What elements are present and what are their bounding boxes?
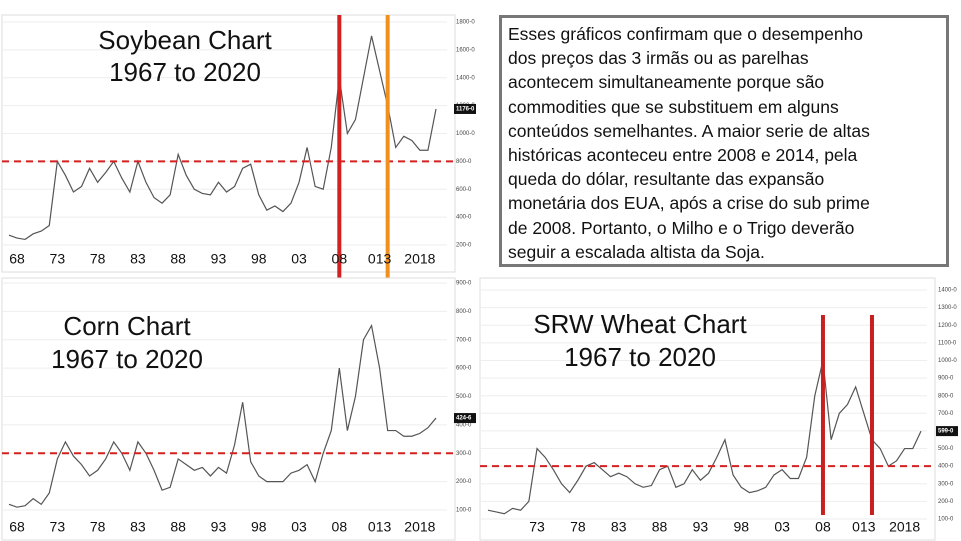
x-tick-label: 93 [211, 251, 227, 267]
x-tick-label: 03 [291, 519, 307, 535]
y-tick-label: 1600-0 [456, 47, 475, 53]
x-tick-label: 78 [90, 251, 106, 267]
text-line: conteúdos semelhantes. A maior serie de … [508, 120, 870, 141]
x-tick-label: 88 [652, 519, 668, 535]
x-tick-label: 73 [50, 519, 66, 535]
x-tick-label: 83 [130, 251, 146, 267]
x-tick-label: 2018 [404, 251, 435, 267]
y-tick-label: 700-0 [938, 411, 954, 417]
y-tick-label: 200-0 [456, 243, 472, 249]
y-tick-label: 1000-0 [456, 131, 475, 137]
chart-subtitle: 1967 to 2020 [109, 57, 261, 87]
x-tick-label: 03 [774, 519, 790, 535]
text-box: Esses gráficos confirmam que o desempenh… [499, 15, 949, 267]
chart-subtitle: 1967 to 2020 [564, 342, 716, 372]
panel [1, 14, 456, 273]
text-line: commodities que se substituem em alguns [508, 96, 839, 117]
x-tick-label: 68 [9, 519, 25, 535]
x-tick-label: 98 [251, 251, 267, 267]
chart-title: SRW Wheat Chart [533, 309, 747, 339]
y-tick-label: 100-0 [456, 508, 472, 514]
x-tick-label: 73 [529, 519, 545, 535]
y-tick-label: 200-0 [456, 479, 472, 485]
y-tick-label: 800-0 [456, 309, 472, 315]
text-line: dos preços das 3 irmãs ou as parelhas [508, 48, 809, 69]
y-tick-label: 1100-0 [938, 340, 957, 346]
y-tick-label: 1000-0 [938, 358, 957, 364]
x-tick-label: 03 [291, 251, 307, 267]
current-value-tag [936, 426, 958, 437]
x-tick-label: 013 [368, 519, 392, 535]
x-tick-label: 78 [90, 519, 106, 535]
y-tick-label: 1300-0 [938, 305, 957, 311]
x-tick-label: 08 [332, 519, 348, 535]
y-tick-label: 400-0 [456, 215, 472, 221]
x-tick-label: 08 [815, 519, 831, 535]
x-tick-label: 88 [170, 519, 186, 535]
x-tick-label: 013 [368, 251, 392, 267]
y-tick-label: 900-0 [938, 376, 954, 382]
y-tick-label: 1400-0 [938, 288, 957, 294]
price-line [487, 360, 922, 515]
x-tick-label: 73 [50, 251, 66, 267]
text-line: queda do dólar, resultante das expansão [508, 169, 825, 190]
x-tick-label: 83 [611, 519, 627, 535]
current-value-label: 424-6 [456, 416, 472, 422]
y-tick-label: 700-0 [456, 337, 472, 343]
panel [1, 277, 456, 541]
current-value-tag [454, 413, 476, 424]
y-tick-label: 1800-0 [456, 20, 475, 26]
text-line: acontecem simultaneamente porque são [508, 72, 825, 93]
x-tick-label: 98 [251, 519, 267, 535]
x-tick-label: 98 [733, 519, 749, 535]
chart-title: Corn Chart [63, 311, 191, 341]
text-line: Esses gráficos confirmam que o desempenh… [508, 24, 864, 44]
y-tick-label: 800-0 [456, 159, 472, 165]
y-tick-label: 400-0 [938, 464, 954, 470]
y-tick-label: 600-0 [456, 366, 472, 372]
price-line [8, 323, 437, 508]
y-tick-label: 300-0 [456, 451, 472, 457]
y-tick-label: 900-0 [456, 281, 472, 287]
x-tick-label: 93 [693, 519, 709, 535]
y-tick-label: 500-0 [456, 394, 472, 400]
chart-subtitle: 1967 to 2020 [51, 344, 203, 374]
x-tick-label: 2018 [889, 519, 920, 535]
chart-title: Soybean Chart [98, 25, 272, 55]
x-tick-label: 78 [570, 519, 586, 535]
x-tick-label: 68 [9, 251, 25, 267]
current-value-label: 1176-0 [456, 107, 475, 113]
y-tick-label: 800-0 [938, 393, 954, 399]
text-line: monetária dos EUA, após a crise do sub p… [508, 193, 870, 214]
x-tick-label: 013 [852, 519, 876, 535]
x-tick-label: 2018 [404, 519, 435, 535]
y-tick-label: 300-0 [938, 481, 954, 487]
y-tick-label: 1200-0 [938, 323, 957, 329]
y-tick-label: 500-0 [938, 446, 954, 452]
text-line: históricas aconteceu entre 2008 e 2014, … [508, 145, 858, 166]
y-tick-label: 1400-0 [456, 75, 475, 81]
current-value-tag [454, 103, 476, 114]
panel [479, 277, 936, 541]
x-tick-label: 93 [211, 519, 227, 535]
price-line [8, 35, 437, 241]
text-line: seguir a escalada altista da Soja. [508, 241, 765, 262]
text-line: de 2008. Portanto, o Milho e o Trigo dev… [508, 217, 855, 238]
current-value-label: 599-0 [938, 429, 954, 435]
x-tick-label: 88 [170, 251, 186, 267]
y-tick-label: 600-0 [456, 187, 472, 193]
y-tick-label: 400-0 [456, 422, 472, 428]
y-tick-label: 100-0 [938, 517, 954, 523]
y-tick-label: 200-0 [938, 499, 954, 505]
x-tick-label: 08 [332, 251, 348, 267]
x-tick-label: 83 [130, 519, 146, 535]
